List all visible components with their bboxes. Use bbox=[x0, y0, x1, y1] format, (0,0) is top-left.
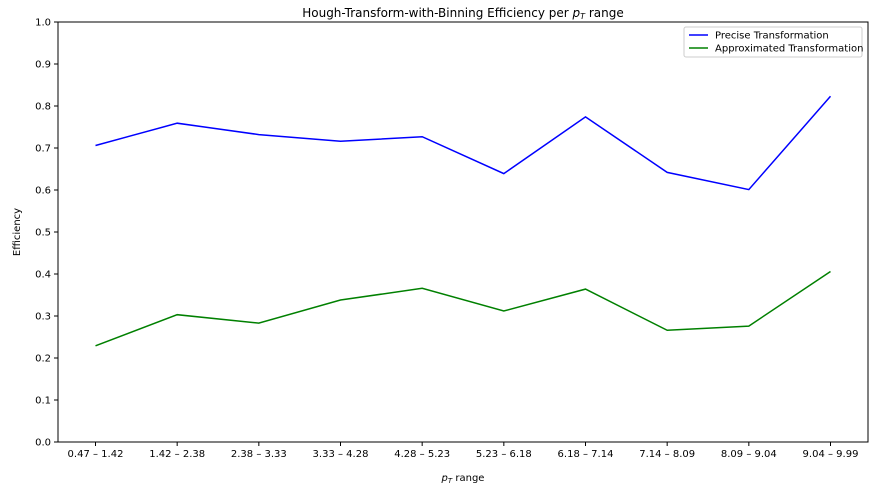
y-tick-label: 0.5 bbox=[35, 228, 51, 239]
x-axis: 0.47 – 1.42 1.42 – 2.38 2.38 – 3.33 3.33 – … bbox=[68, 442, 859, 460]
chart-title: Hough-Transform-with-Binning Efficiency … bbox=[302, 6, 624, 21]
y-tick-label: 0.0 bbox=[35, 438, 51, 449]
legend-label-1: Approximated Transformation bbox=[715, 44, 863, 55]
x-tick-label: 6.18 – 7.14 bbox=[558, 449, 614, 460]
y-tick-label: 0.4 bbox=[35, 270, 51, 281]
legend: Precise Transformation Approximated Trans… bbox=[683, 26, 863, 58]
y-tick-label: 0.1 bbox=[35, 396, 51, 407]
x-tick-label: 8.09 – 9.04 bbox=[721, 449, 777, 460]
y-tick-label: 0.7 bbox=[35, 144, 51, 155]
x-tick-label: 9.04 – 9.99 bbox=[803, 449, 859, 460]
y-tick-label: 0.8 bbox=[35, 102, 51, 113]
x-tick-label: 2.38 – 3.33 bbox=[231, 449, 287, 460]
x-tick-label: 1.42 – 2.38 bbox=[149, 449, 205, 460]
y-axis: 0.0 0.1 0.2 0.3 0.4 0.5 0.6 0.7 0.8 0.9 1.0 bbox=[35, 18, 58, 449]
y-tick-label: 0.3 bbox=[35, 312, 51, 323]
x-axis-label: pT range bbox=[441, 473, 485, 485]
series-line-1 bbox=[95, 270, 831, 347]
legend-box bbox=[683, 26, 863, 58]
series-lines bbox=[95, 95, 832, 347]
x-tick-label: 7.14 – 8.09 bbox=[639, 449, 695, 460]
x-tick-label: 0.47 – 1.42 bbox=[68, 449, 124, 460]
x-tick-label: 5.23 – 6.18 bbox=[476, 449, 532, 460]
x-tick-label: 4.28 – 5.23 bbox=[394, 449, 450, 460]
x-tick-label: 3.33 – 4.28 bbox=[313, 449, 369, 460]
series-line-0 bbox=[95, 95, 832, 191]
y-tick-label: 0.6 bbox=[35, 186, 51, 197]
y-tick-label: 1.0 bbox=[35, 18, 51, 29]
plot-area bbox=[57, 21, 869, 443]
y-tick-label: 0.9 bbox=[35, 60, 51, 71]
y-axis-label: Efficiency bbox=[12, 208, 23, 256]
y-tick-label: 0.2 bbox=[35, 354, 51, 365]
legend-label-0: Precise Transformation bbox=[715, 31, 829, 42]
